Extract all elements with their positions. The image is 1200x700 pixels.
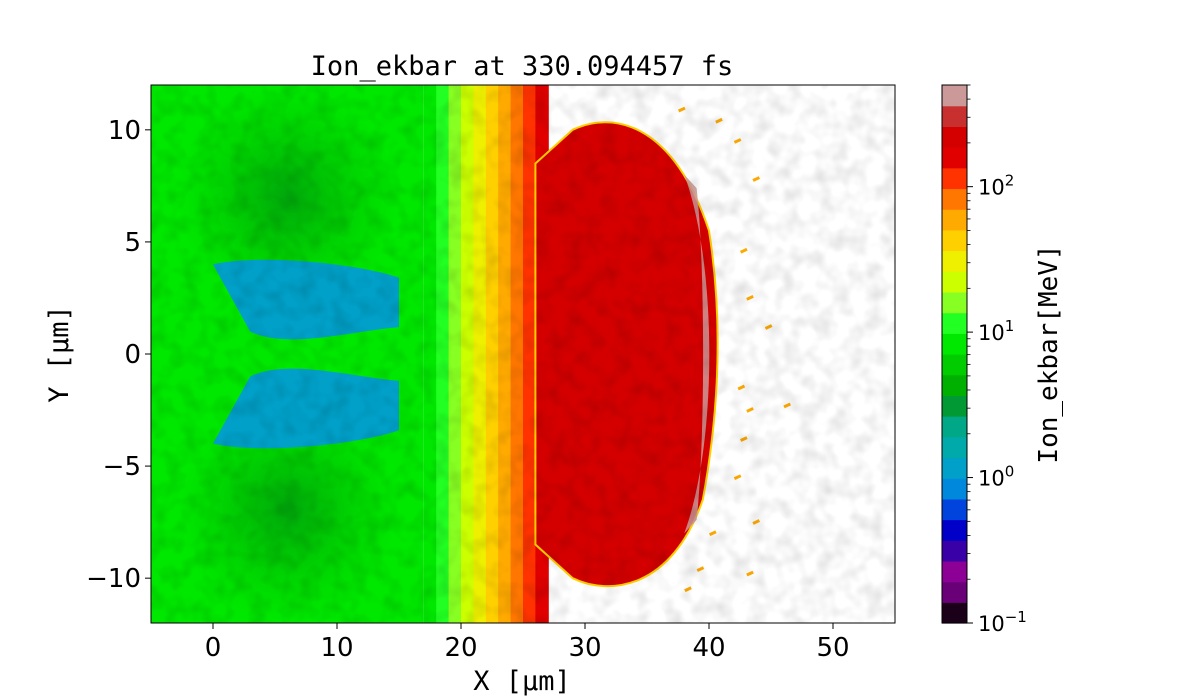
y-tick-label: 10 [108, 116, 141, 146]
colorbar-segment [942, 209, 967, 231]
colorbar-segment [942, 291, 967, 314]
y-tick-label: 0 [124, 340, 141, 370]
x-tick-label: 20 [444, 633, 477, 663]
x-tick-label: 40 [692, 633, 725, 663]
colorbar-segment [942, 250, 967, 272]
colorbar-tick-label: 101 [978, 317, 1014, 345]
heatmap-area [151, 85, 895, 623]
colorbar-label: Ion_ekbar[MeV] [1034, 244, 1064, 463]
colorbar-segment [942, 147, 967, 169]
x-tick-label: 30 [568, 633, 601, 663]
colorbar-segment [942, 271, 967, 293]
y-axis-label: Y [μm] [44, 305, 75, 403]
colorbar-segment [942, 126, 967, 148]
texture-overlay [151, 85, 895, 623]
colorbar-segment [942, 602, 967, 624]
x-tick-label: 50 [816, 633, 849, 663]
y-tick-label: 5 [124, 228, 141, 258]
colorbar-tick-label: 102 [978, 172, 1014, 200]
x-axis-label: X [μm] [473, 666, 571, 697]
y-tick-label: −5 [103, 452, 141, 482]
colorbar-segment [942, 167, 967, 190]
colorbar-segment [942, 498, 967, 521]
colorbar-segment [942, 312, 967, 334]
colorbar-tick-label: 10−1 [978, 608, 1027, 636]
colorbar-segment [942, 354, 967, 376]
colorbar-ticks: 10−1 100 101 102 [967, 84, 1027, 636]
x-tick-label: 10 [320, 633, 353, 663]
colorbar [941, 84, 968, 624]
colorbar-segment [942, 229, 967, 252]
colorbar-segment [942, 105, 967, 127]
x-tick-label: 0 [205, 633, 222, 663]
colorbar-segment [942, 436, 967, 459]
chart-title: Ion_ekbar at 330.094457 fs [311, 51, 734, 82]
colorbar-segment [942, 540, 967, 562]
y-tick-label: −10 [86, 564, 141, 594]
x-axis: 0 10 20 30 40 50 [205, 623, 850, 663]
colorbar-segment [942, 519, 967, 541]
colorbar-segment [942, 374, 967, 396]
y-axis: −10 −5 0 5 10 [86, 116, 151, 594]
colorbar-segment [942, 560, 967, 583]
colorbar-frame [941, 84, 968, 624]
colorbar-tick-label: 100 [978, 463, 1014, 491]
colorbar-segment [942, 457, 967, 479]
colorbar-segment [942, 333, 967, 355]
colorbar-segment [942, 85, 967, 107]
colorbar-segment [942, 581, 967, 603]
colorbar-segment [942, 478, 967, 500]
colorbar-segment [942, 395, 967, 417]
colorbar-segment [942, 188, 967, 210]
colorbar-segment [942, 416, 967, 438]
